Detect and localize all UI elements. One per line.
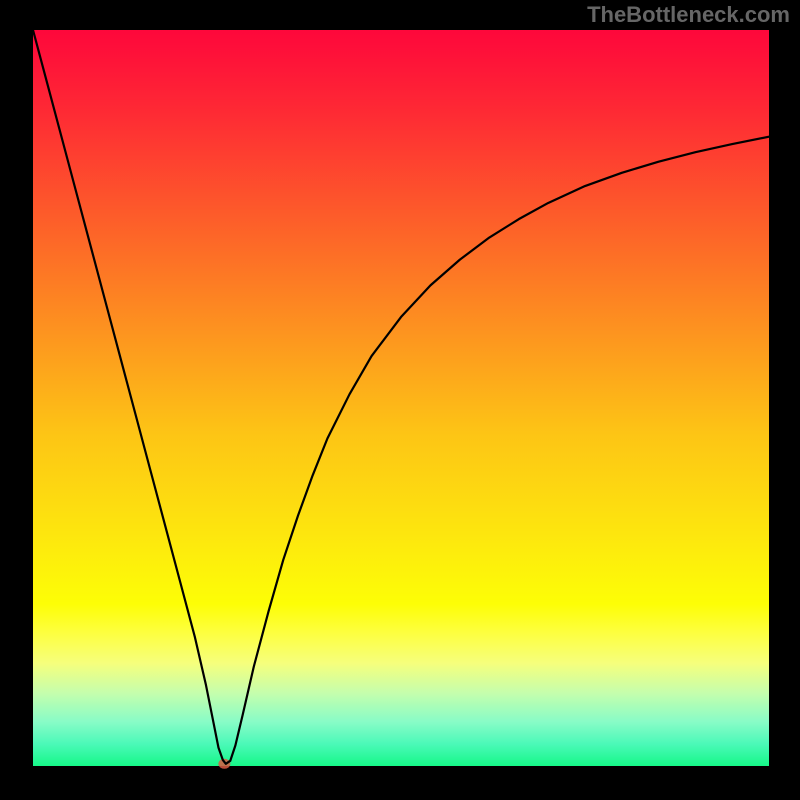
watermark-text: TheBottleneck.com [587, 2, 790, 28]
bottleneck-chart [0, 0, 800, 800]
chart-background [33, 30, 769, 766]
